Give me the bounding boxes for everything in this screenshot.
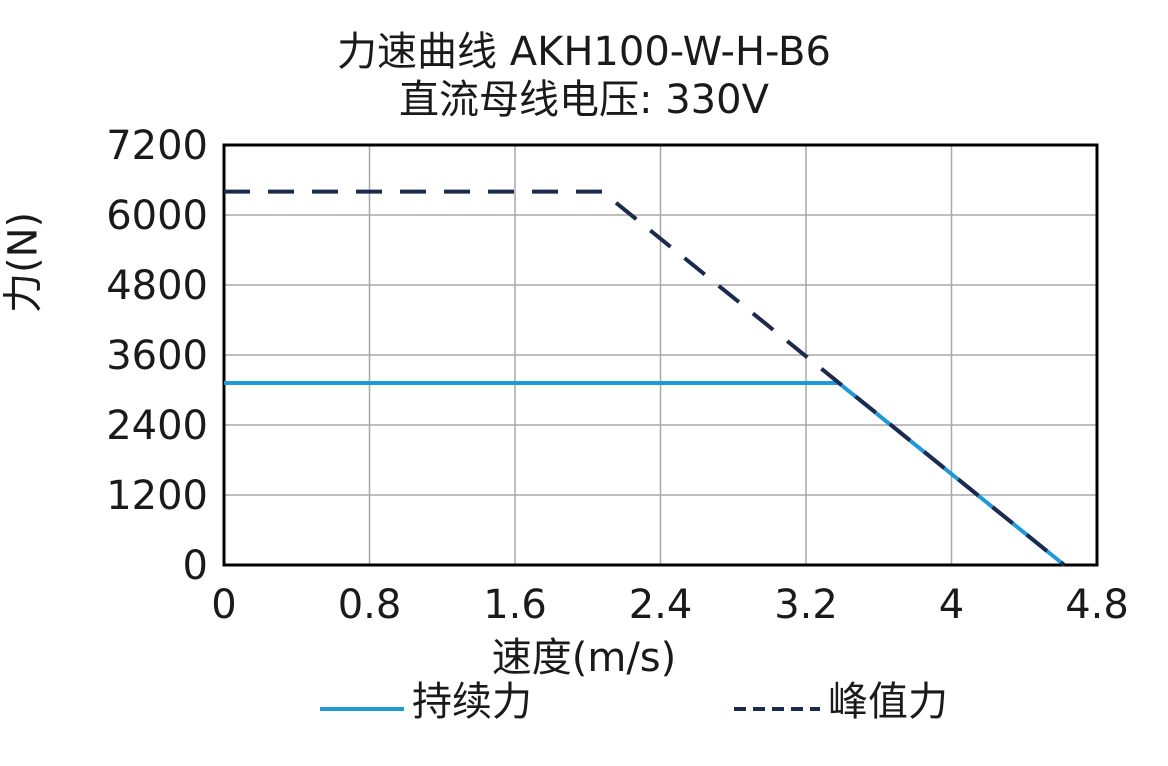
- y-tick-label: 2400: [106, 403, 208, 449]
- plot-frame: [222, 143, 1099, 567]
- y-tick-label: 0: [183, 543, 208, 589]
- y-tick-label: 7200: [106, 123, 208, 169]
- y-tick-label: 4800: [106, 263, 208, 309]
- series-line-peak: [224, 189, 1066, 567]
- x-tick-label: 3.2: [774, 582, 838, 628]
- y-tick-label: 6000: [106, 193, 208, 239]
- x-tick-label: 4: [939, 582, 964, 628]
- x-tick-label: 2.4: [629, 582, 693, 628]
- legend-label-continuous: 持续力: [412, 679, 532, 725]
- x-axis-label: 速度(m/s): [491, 635, 677, 681]
- x-tick-label: 1.6: [483, 582, 547, 628]
- y-tick-label: 3600: [106, 333, 208, 379]
- x-tick-label: 0: [211, 582, 236, 628]
- y-tick-label: 1200: [106, 473, 208, 519]
- y-axis-label: 力(N): [0, 211, 47, 313]
- chart-subtitle: 直流母线电压: 330V: [399, 77, 769, 123]
- series-line-continuous: [224, 381, 1066, 567]
- legend-label-peak: 峰值力: [828, 679, 948, 725]
- x-tick-label: 0.8: [338, 582, 402, 628]
- x-tick-label: 4.8: [1065, 582, 1129, 628]
- chart-title: 力速曲线 AKH100-W-H-B6: [337, 29, 831, 75]
